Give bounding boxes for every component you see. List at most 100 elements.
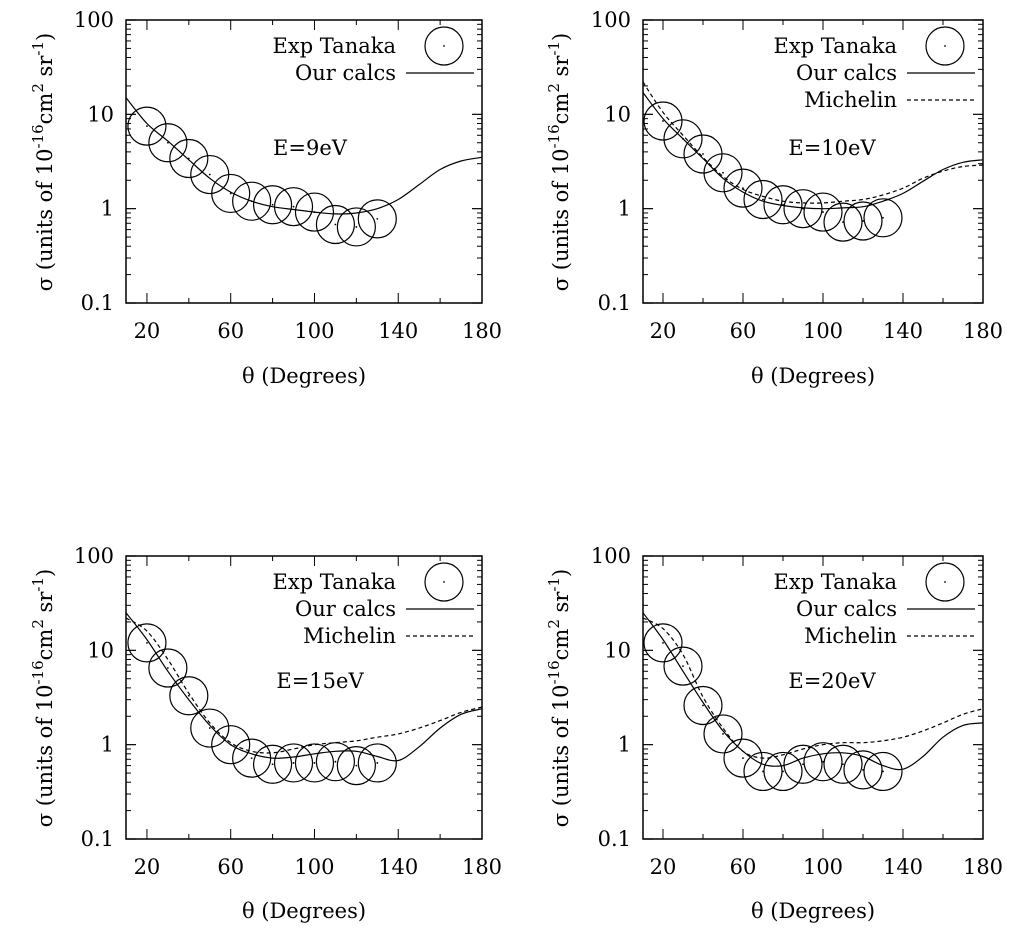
data-point bbox=[783, 744, 823, 784]
data-point-center bbox=[742, 187, 744, 190]
data-point-center bbox=[702, 704, 704, 707]
data-point bbox=[336, 745, 376, 786]
data-point bbox=[843, 750, 883, 790]
data-point-center bbox=[313, 762, 316, 764]
chart-panel-3: 0.1 1 10 100 20 60 100 140 180 Exp Tanaka Our calc… bbox=[29, 544, 502, 923]
data-point-center bbox=[376, 762, 379, 764]
legend-circle-center bbox=[944, 581, 946, 583]
data-point bbox=[863, 751, 903, 792]
data-point bbox=[169, 676, 209, 716]
legend-label: Exp Tanaka bbox=[273, 34, 396, 58]
data-point bbox=[252, 185, 293, 225]
data-point-center bbox=[722, 733, 724, 735]
x-tick-label: 140 bbox=[883, 319, 923, 343]
legend-circle-marker bbox=[424, 26, 464, 66]
data-point-center bbox=[250, 200, 253, 203]
y-tick-label: 100 bbox=[74, 544, 114, 568]
data-point-center bbox=[313, 211, 316, 213]
data-point-center bbox=[762, 198, 764, 201]
data-point bbox=[763, 751, 803, 792]
x-tick-label: 20 bbox=[650, 855, 677, 879]
data-point-center bbox=[208, 727, 211, 729]
data-point-center bbox=[271, 203, 274, 206]
data-point bbox=[643, 101, 683, 141]
data-point-center bbox=[802, 763, 804, 766]
data-point bbox=[315, 742, 356, 782]
x-tick-label: 140 bbox=[378, 855, 418, 879]
data-point-center bbox=[822, 211, 824, 213]
data-point-center bbox=[376, 217, 379, 220]
legend-label: Exp Tanaka bbox=[774, 34, 897, 58]
series-line-michelin bbox=[643, 81, 983, 204]
x-tick-label: 60 bbox=[217, 855, 244, 879]
x-tick-label: 20 bbox=[134, 319, 161, 343]
x-tick-label: 180 bbox=[963, 855, 1003, 879]
data-point bbox=[211, 173, 251, 214]
data-point bbox=[211, 725, 251, 765]
data-point bbox=[843, 201, 883, 241]
data-point bbox=[273, 187, 314, 227]
data-point bbox=[357, 743, 397, 783]
x-ticks: 20 60 100 140 180 bbox=[650, 556, 1003, 879]
y-tick-label: 1 bbox=[618, 733, 631, 757]
data-point bbox=[336, 207, 376, 247]
data-point-center bbox=[229, 743, 232, 746]
x-tick-label: 20 bbox=[650, 319, 677, 343]
y-tick-label: 100 bbox=[74, 8, 114, 32]
series-line-our-calcs bbox=[126, 612, 482, 762]
energy-annotation: E=9eV bbox=[273, 136, 348, 160]
data-point bbox=[190, 708, 230, 748]
plot-frame bbox=[642, 555, 984, 840]
series-line-our-calcs bbox=[126, 97, 482, 215]
y-tick-label: 0.1 bbox=[81, 291, 114, 315]
y-tick-label: 100 bbox=[591, 544, 631, 568]
data-point-center bbox=[822, 760, 824, 763]
y-tick-label: 1 bbox=[101, 733, 114, 757]
x-axis-title: θ (Degrees) bbox=[242, 364, 366, 388]
y-tick-label: 1 bbox=[101, 197, 114, 221]
data-point bbox=[783, 189, 823, 229]
data-point-center bbox=[882, 216, 884, 219]
data-point-center bbox=[146, 641, 148, 644]
data-point-center bbox=[146, 125, 148, 128]
data-point bbox=[127, 623, 167, 663]
data-point bbox=[315, 204, 356, 245]
data-point bbox=[232, 738, 272, 778]
data-point-center bbox=[334, 760, 337, 763]
y-tick-label: 10 bbox=[87, 638, 114, 662]
data-point bbox=[232, 181, 272, 221]
data-point-center bbox=[882, 770, 884, 773]
x-tick-label: 100 bbox=[803, 319, 843, 343]
y-axis-title: σ (units of 10-16cm2 sr-1) bbox=[545, 33, 573, 291]
data-point-center bbox=[292, 762, 295, 764]
x-tick-label: 60 bbox=[730, 319, 757, 343]
x-tick-label: 20 bbox=[134, 855, 161, 879]
y-tick-label: 0.1 bbox=[598, 291, 631, 315]
chart-panel-4: 0.1 1 10 100 20 60 100 140 180 Exp Tanaka Our calc… bbox=[545, 544, 1003, 923]
data-point-center bbox=[662, 120, 664, 122]
legend-circle-center bbox=[443, 581, 445, 583]
data-point bbox=[823, 202, 863, 242]
energy-annotation: E=15eV bbox=[276, 669, 364, 693]
data-point-center bbox=[355, 226, 358, 228]
y-axis-title: σ (units of 10-16cm2 sr-1) bbox=[29, 33, 57, 291]
chart-panel-1: 0.1 1 10 100 20 60 100 140 180 Exp Tanaka Our calc… bbox=[29, 8, 502, 388]
legend-circle-marker bbox=[925, 26, 965, 66]
legend-label: Michelin bbox=[804, 624, 897, 648]
energy-annotation: E=10eV bbox=[788, 136, 876, 160]
legend: Exp Tanaka Our calcs Michelin bbox=[273, 562, 474, 648]
y-axis-title: σ (units of 10-16cm2 sr-1) bbox=[545, 569, 573, 827]
data-point bbox=[148, 123, 188, 163]
data-point bbox=[663, 646, 703, 686]
data-layer bbox=[126, 97, 482, 247]
y-tick-label: 10 bbox=[604, 638, 631, 662]
legend-circle-center bbox=[944, 45, 946, 47]
data-point-center bbox=[334, 223, 337, 226]
series-line-our-calcs bbox=[643, 92, 983, 210]
data-point bbox=[643, 623, 683, 663]
data-layer bbox=[643, 612, 983, 792]
legend-label: Michelin bbox=[804, 88, 897, 112]
data-point-center bbox=[802, 207, 804, 210]
data-point-center bbox=[662, 641, 664, 644]
